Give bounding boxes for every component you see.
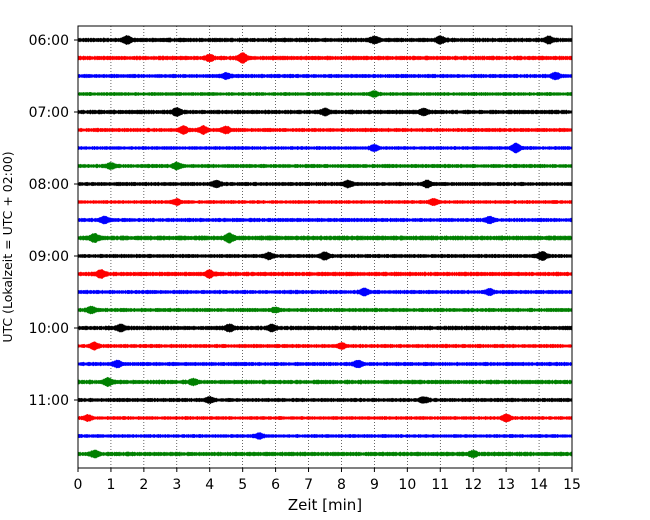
x-tick-label: 10	[398, 477, 416, 493]
x-tick-label: 13	[497, 477, 515, 493]
y-tick-label: 10:00	[29, 321, 69, 337]
x-tick-label: 0	[74, 477, 83, 493]
x-tick-label: 3	[172, 477, 181, 493]
plot-area-background	[78, 26, 572, 468]
y-tick-label: 06:00	[29, 33, 69, 49]
x-tick-label: 1	[106, 477, 115, 493]
y-tick-label: 08:00	[29, 177, 69, 193]
x-tick-label: 2	[139, 477, 148, 493]
y-tick-label: 07:00	[29, 105, 69, 121]
x-tick-label: 14	[530, 477, 548, 493]
x-axis-ticks: 0 1 2 3 4 5 6 7 8 9 10 11 12 13 14 15	[74, 468, 581, 493]
y-axis-ticks: 06:00 07:00 08:00 09:00 10:00 11:00	[29, 33, 78, 409]
x-tick-label: 5	[238, 477, 247, 493]
y-axis-label: UTC (Lokalzeit = UTC + 02:00)	[0, 151, 15, 342]
x-tick-label: 15	[563, 477, 581, 493]
y-tick-label: 09:00	[29, 249, 69, 265]
x-tick-label: 12	[464, 477, 482, 493]
x-tick-label: 4	[205, 477, 214, 493]
x-tick-label: 9	[370, 477, 379, 493]
x-axis-label: Zeit [min]	[288, 496, 362, 514]
x-tick-label: 6	[271, 477, 280, 493]
plot-frame	[77, 25, 573, 469]
x-tick-label: 7	[304, 477, 313, 493]
x-tick-label: 11	[431, 477, 449, 493]
y-tick-label: 11:00	[29, 393, 69, 409]
x-tick-label: 8	[337, 477, 346, 493]
